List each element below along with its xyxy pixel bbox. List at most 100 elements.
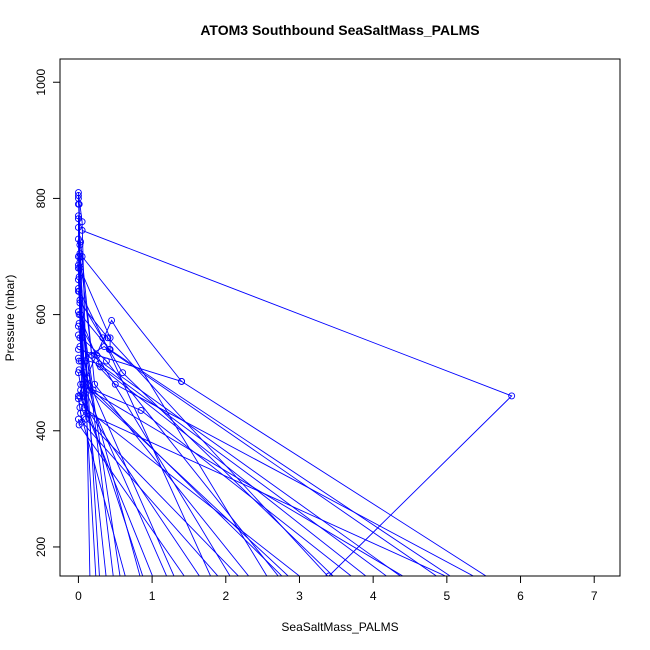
data-point xyxy=(74,200,82,208)
series-line xyxy=(77,218,114,576)
data-point xyxy=(385,590,391,596)
data-point xyxy=(111,380,119,388)
data-point xyxy=(119,369,127,377)
series-line xyxy=(77,319,268,576)
data-point xyxy=(178,377,186,385)
x-tick-label: 0 xyxy=(75,589,82,603)
x-tick-label: 3 xyxy=(296,589,303,603)
data-point xyxy=(422,590,428,596)
data-point xyxy=(76,253,84,260)
data-point xyxy=(74,395,82,403)
data-point xyxy=(304,590,310,596)
x-tick-label: 2 xyxy=(222,589,229,603)
data-point xyxy=(75,421,83,429)
data-point xyxy=(87,590,93,596)
x-axis: 0 1 2 3 4 5 6 7 xyxy=(75,575,598,603)
data-point xyxy=(74,354,82,362)
data-point xyxy=(193,590,199,596)
data-point xyxy=(230,590,236,596)
series-line xyxy=(81,256,182,382)
data-point xyxy=(120,590,126,596)
chart-title: ATOM3 Southbound SeaSaltMass_PALMS xyxy=(200,22,479,38)
data-point xyxy=(104,334,112,342)
series-line xyxy=(80,383,352,576)
data-point xyxy=(260,590,266,596)
data-point xyxy=(105,590,111,596)
y-tick-label: 1000 xyxy=(34,69,48,96)
data-point xyxy=(215,590,221,596)
data-point xyxy=(106,334,114,342)
data-point xyxy=(75,319,83,327)
data-point xyxy=(503,590,509,596)
data-point xyxy=(407,590,413,596)
data-point xyxy=(179,590,185,596)
data-point xyxy=(77,238,85,246)
series-line xyxy=(81,229,513,576)
data-point xyxy=(106,345,114,353)
data-point xyxy=(127,590,133,596)
series-line xyxy=(78,348,487,576)
data-point xyxy=(137,406,145,414)
data-point xyxy=(319,590,325,596)
data-point xyxy=(94,590,100,596)
data-point xyxy=(80,392,88,400)
data-point xyxy=(76,343,84,350)
data-point xyxy=(74,192,82,199)
data-point xyxy=(76,264,84,272)
data-point xyxy=(156,590,162,596)
data-point xyxy=(289,590,295,596)
data-point xyxy=(171,590,177,596)
data-point xyxy=(459,590,465,596)
data-point xyxy=(112,590,118,596)
data-point xyxy=(93,351,101,359)
series-line xyxy=(79,337,447,576)
x-tick-label: 6 xyxy=(517,589,524,603)
data-point xyxy=(108,316,116,324)
data-point xyxy=(510,590,516,596)
series-line xyxy=(80,241,250,576)
y-axis: 200 400 600 800 1000 xyxy=(34,69,61,557)
data-point xyxy=(99,334,107,342)
data-point xyxy=(74,322,82,330)
data-point xyxy=(274,590,280,596)
data-point xyxy=(77,409,85,417)
series-line xyxy=(79,346,475,576)
data-point xyxy=(325,572,333,576)
data-point xyxy=(91,380,99,388)
plot-frame xyxy=(59,58,621,577)
series-line xyxy=(78,369,289,576)
data-point xyxy=(473,590,479,596)
data-point xyxy=(481,590,487,596)
x-tick-label: 4 xyxy=(370,589,377,603)
series-line xyxy=(78,311,451,576)
data-point xyxy=(238,590,244,596)
y-axis-label: Pressure (mbar) xyxy=(3,275,17,362)
data-point xyxy=(252,590,258,596)
data-point xyxy=(341,590,347,596)
y-tick-label: 400 xyxy=(34,420,48,440)
data-point xyxy=(429,590,435,596)
y-tick-label: 600 xyxy=(34,304,48,324)
data-point xyxy=(78,253,86,260)
series-line xyxy=(78,345,438,576)
x-axis-label: SeaSaltMass_PALMS xyxy=(281,620,398,634)
series-line xyxy=(77,291,283,576)
data-point xyxy=(142,590,148,596)
data-point xyxy=(74,369,82,377)
series-line xyxy=(77,265,144,576)
x-tick-label: 1 xyxy=(149,589,156,603)
data-point xyxy=(208,590,214,596)
series-line xyxy=(78,357,388,576)
series-layer xyxy=(74,189,516,596)
data-point xyxy=(508,392,516,400)
series-line xyxy=(79,299,334,576)
y-tick-label: 800 xyxy=(34,188,48,208)
series-line xyxy=(78,204,100,576)
data-point xyxy=(74,215,82,223)
x-tick-label: 7 xyxy=(591,589,598,603)
data-point xyxy=(102,357,110,365)
series-line xyxy=(79,302,329,576)
data-point xyxy=(98,590,104,596)
data-point xyxy=(348,590,354,596)
